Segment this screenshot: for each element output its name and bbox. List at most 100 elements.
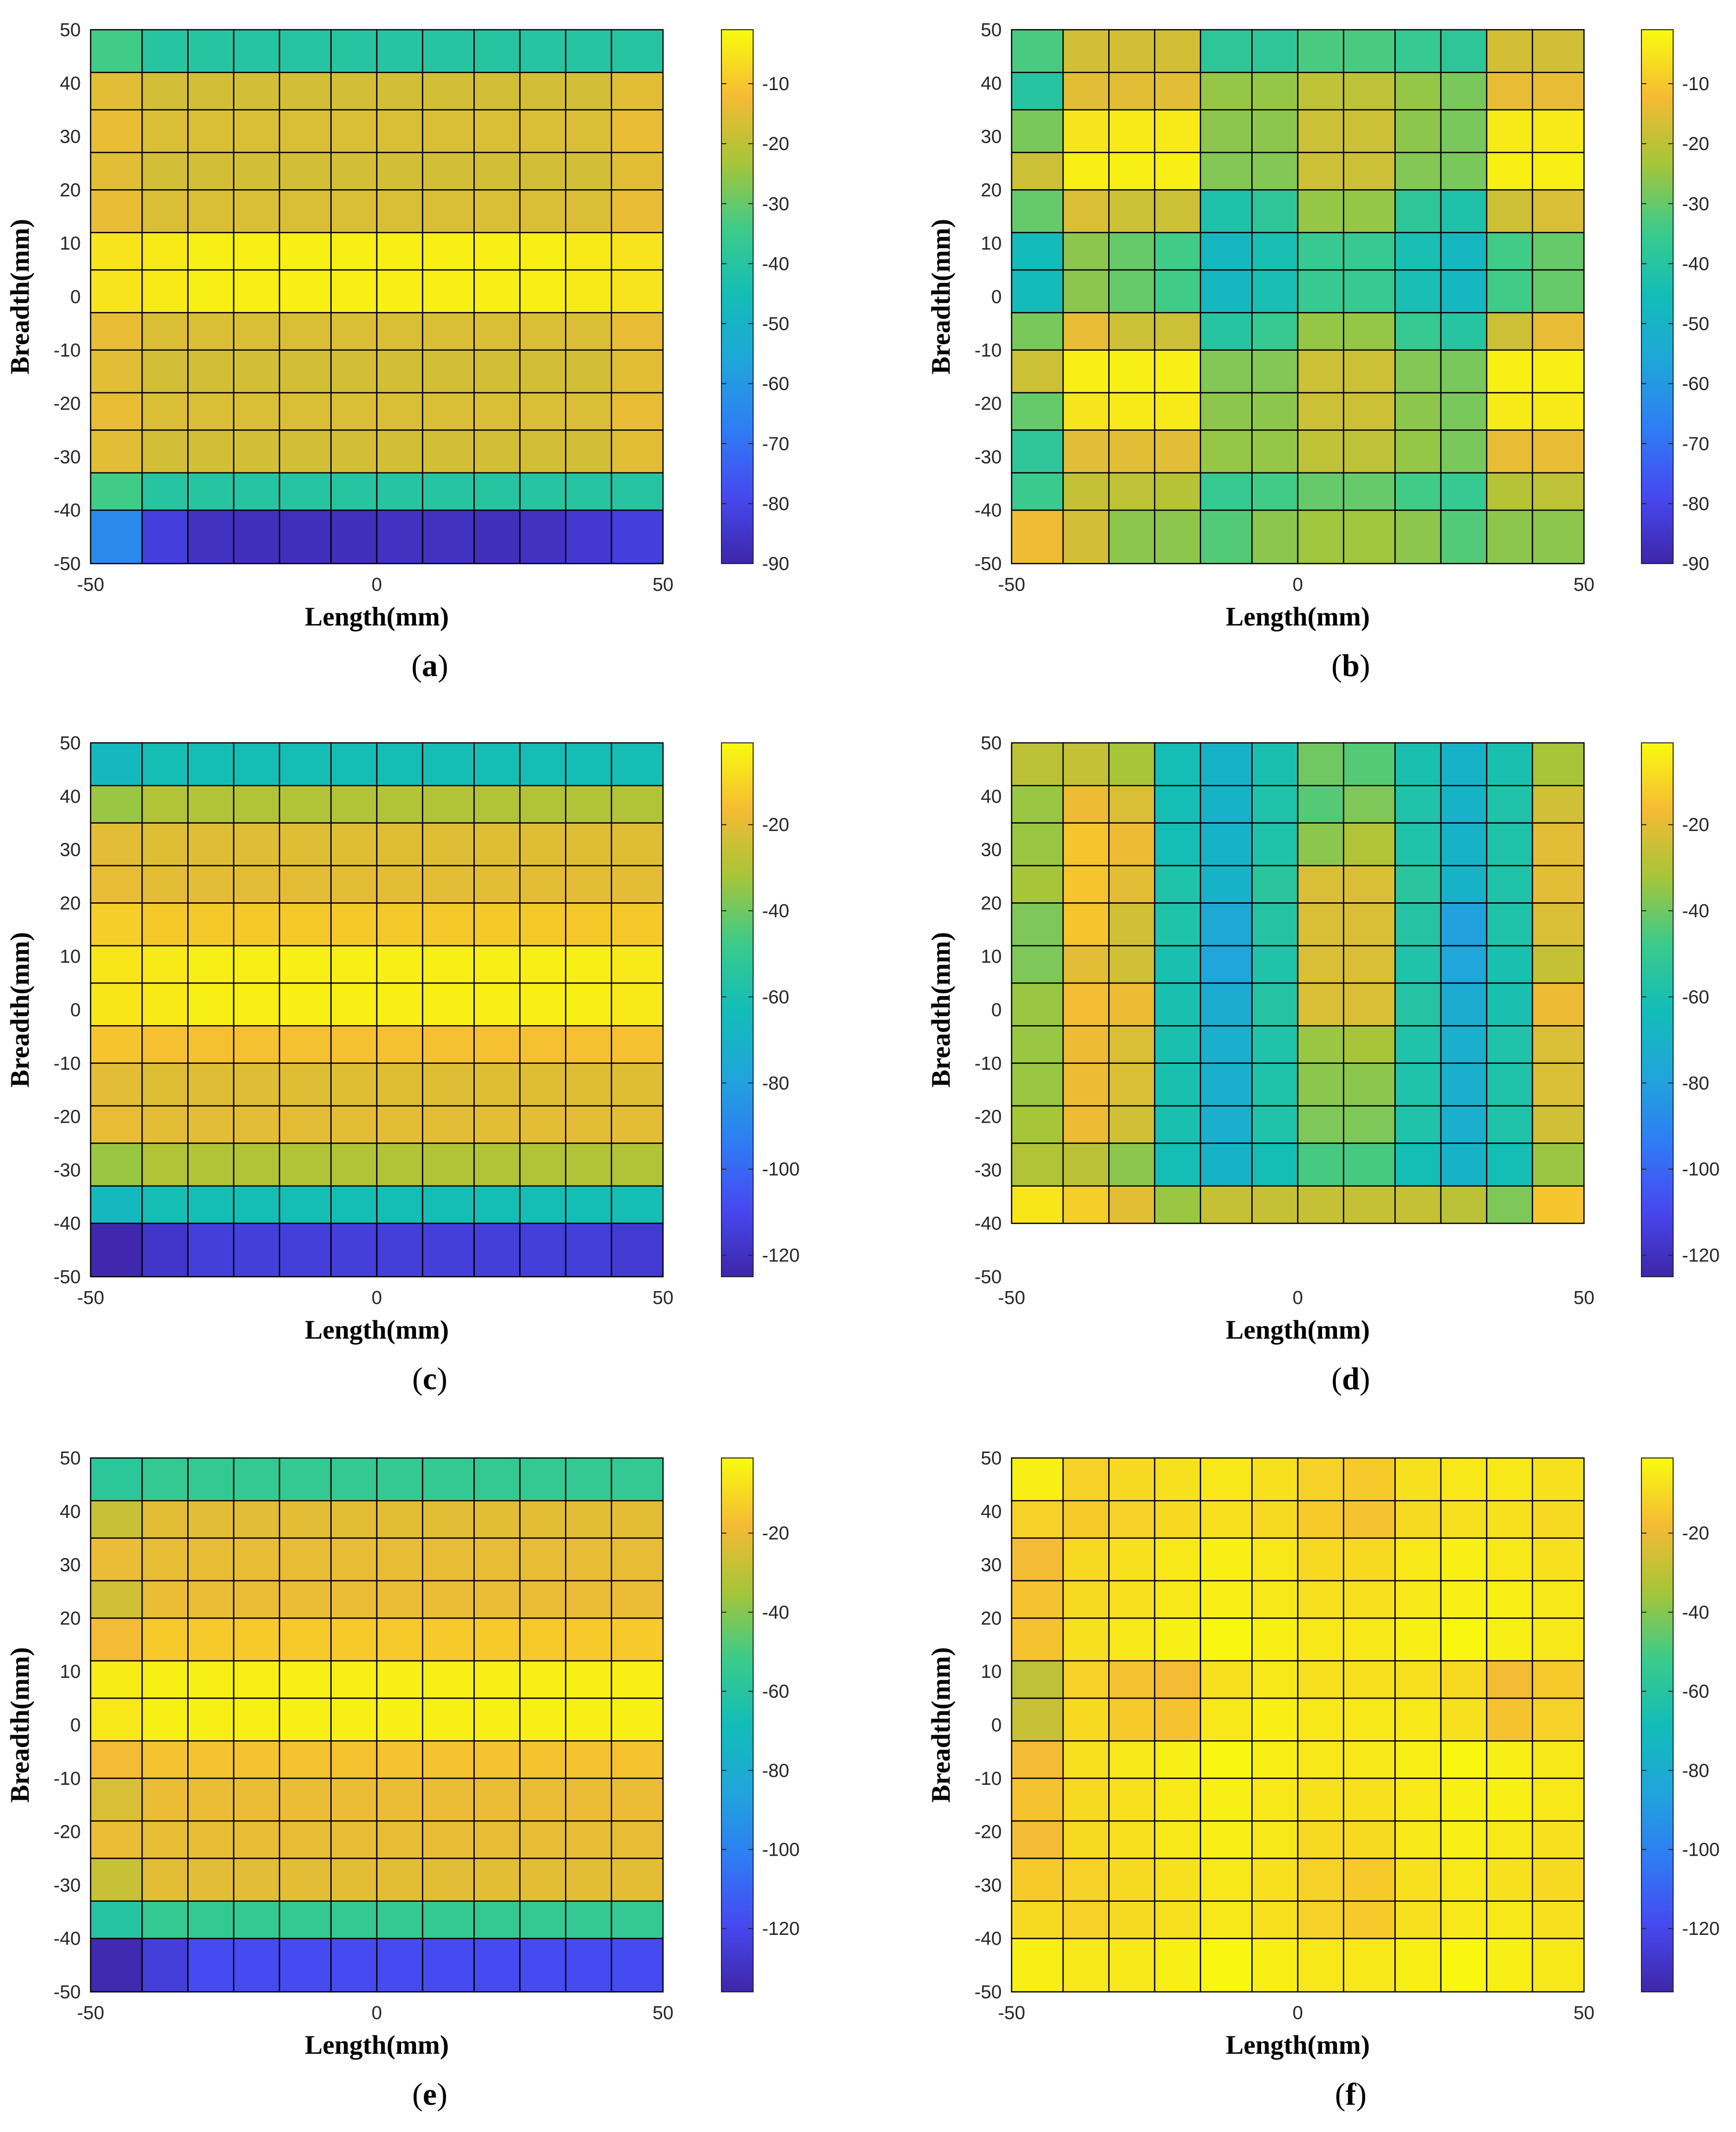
heatmap-cell [1297, 1185, 1344, 1224]
heatmap-cell [187, 945, 235, 984]
heatmap-cell [1486, 71, 1533, 110]
heatmap-cell [376, 1900, 423, 1939]
heatmap-cell [376, 392, 423, 431]
colorbar-tick-label: -40 [1682, 254, 1709, 274]
heatmap-cell [1062, 1617, 1110, 1662]
heatmap-cell [565, 1697, 613, 1742]
heatmap-cell [1297, 1660, 1344, 1699]
heatmap-cell [1200, 822, 1253, 867]
heatmap-cell [1011, 1900, 1064, 1939]
heatmap-cell [1440, 472, 1487, 511]
heatmap-cell [187, 1580, 235, 1619]
heatmap-cell [1297, 509, 1344, 565]
heatmap-cell [422, 189, 475, 233]
colorbar [1641, 29, 1674, 564]
heatmap-cell [1011, 1537, 1064, 1582]
heatmap-cell [1011, 29, 1064, 73]
x-tick-label: 50 [653, 574, 673, 595]
heatmap-cell [1062, 945, 1110, 984]
heatmap-cell [187, 1777, 235, 1822]
heatmap-cell [1440, 189, 1487, 233]
heatmap-cell [1108, 1143, 1156, 1187]
heatmap-cell [1154, 982, 1201, 1027]
heatmap-cell [1251, 1580, 1299, 1619]
heatmap-cell [1251, 784, 1299, 824]
heatmap-cell [141, 1537, 189, 1582]
heatmap-cell [187, 509, 235, 565]
heatmap-cell [90, 1617, 143, 1662]
heatmap-cell [1297, 945, 1344, 984]
heatmap-cell [233, 1740, 280, 1779]
panel-caption: (a) [411, 648, 449, 683]
heatmap-cell [519, 472, 566, 511]
heatmap-cell [233, 71, 280, 110]
heatmap-cell [141, 109, 189, 154]
heatmap-cell [1200, 742, 1253, 786]
heatmap-cell [1200, 1185, 1253, 1224]
heatmap-cell [1062, 1777, 1110, 1822]
heatmap-cell [422, 1143, 475, 1187]
heatmap-cell [1251, 1660, 1299, 1699]
heatmap-cell [1343, 1697, 1396, 1742]
heatmap-cell [473, 1820, 521, 1859]
y-tick-label: -50 [53, 1267, 81, 1288]
heatmap-cell [1251, 312, 1299, 351]
colorbar-tick-label: -20 [762, 815, 789, 835]
heatmap-cell [279, 312, 332, 351]
heatmap-cell [1011, 1777, 1064, 1822]
heatmap-cell [1532, 1858, 1585, 1902]
y-tick-label: 10 [981, 233, 1002, 254]
heatmap-cell [1200, 509, 1253, 565]
x-tick-label: 0 [371, 1288, 382, 1308]
heatmap-cell [565, 1580, 613, 1619]
heatmap-cell [1154, 1697, 1201, 1742]
heatmap-cell [1394, 71, 1442, 110]
heatmap-cell [1154, 1858, 1201, 1902]
heatmap-cell [1343, 1900, 1396, 1939]
heatmap-cell [330, 269, 378, 313]
heatmap-cell [279, 1143, 332, 1187]
heatmap-cell [565, 1143, 613, 1187]
heatmap-cell [1011, 742, 1064, 786]
y-tick-label: -20 [974, 1107, 1002, 1128]
heatmap-cell [279, 1457, 332, 1502]
heatmap-cell [1154, 109, 1201, 154]
heatmap-cell [1062, 1740, 1110, 1779]
heatmap-cell [1011, 1457, 1064, 1502]
heatmap-cell [376, 1660, 423, 1699]
heatmap-cell [376, 349, 423, 394]
heatmap-cell [1343, 392, 1396, 431]
heatmap-cell [1297, 1777, 1344, 1822]
heatmap-cell [141, 1143, 189, 1187]
heatmap-cells [90, 1457, 664, 1993]
heatmap-cell [565, 1222, 613, 1278]
heatmap-cell [1486, 1025, 1533, 1064]
heatmap-cell [1486, 945, 1533, 984]
heatmap-cell [233, 509, 280, 565]
panel-caption: (d) [1331, 1361, 1370, 1396]
heatmap-cell [141, 1062, 189, 1107]
heatmap-cell [90, 1185, 143, 1224]
heatmap-cell [1062, 902, 1110, 946]
heatmap-cell [1440, 269, 1487, 313]
heatmap-cell [519, 1143, 566, 1187]
heatmap-cell [1154, 1740, 1201, 1779]
heatmap-cell [330, 1062, 378, 1107]
colorbar-tick-label: -70 [762, 434, 789, 455]
heatmap-cell [1200, 472, 1253, 511]
heatmap-cell [1394, 472, 1442, 511]
heatmap-cell [187, 232, 235, 271]
heatmap-cell [1200, 784, 1253, 824]
heatmap-cell [187, 1457, 235, 1502]
heatmap-cell [611, 865, 664, 904]
heatmap-cell [422, 1537, 475, 1582]
heatmap-cell [1200, 1740, 1253, 1779]
heatmap-cell [141, 1222, 189, 1278]
heatmap-cell [90, 392, 143, 431]
heatmap-cell [376, 189, 423, 233]
heatmap-cell [1440, 945, 1487, 984]
heatmap-cell [376, 1537, 423, 1582]
heatmap-cell [233, 1900, 280, 1939]
heatmap-cell [1440, 429, 1487, 473]
heatmap-cell [1108, 71, 1156, 110]
